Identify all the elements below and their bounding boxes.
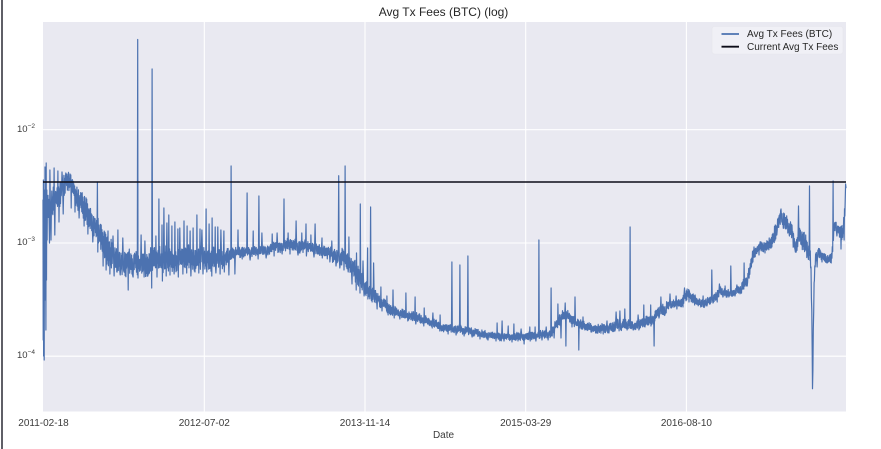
svg-text:Avg Tx Fees (BTC): Avg Tx Fees (BTC) [747,29,832,40]
svg-text:Current Avg Tx Fees: Current Avg Tx Fees [747,42,838,53]
